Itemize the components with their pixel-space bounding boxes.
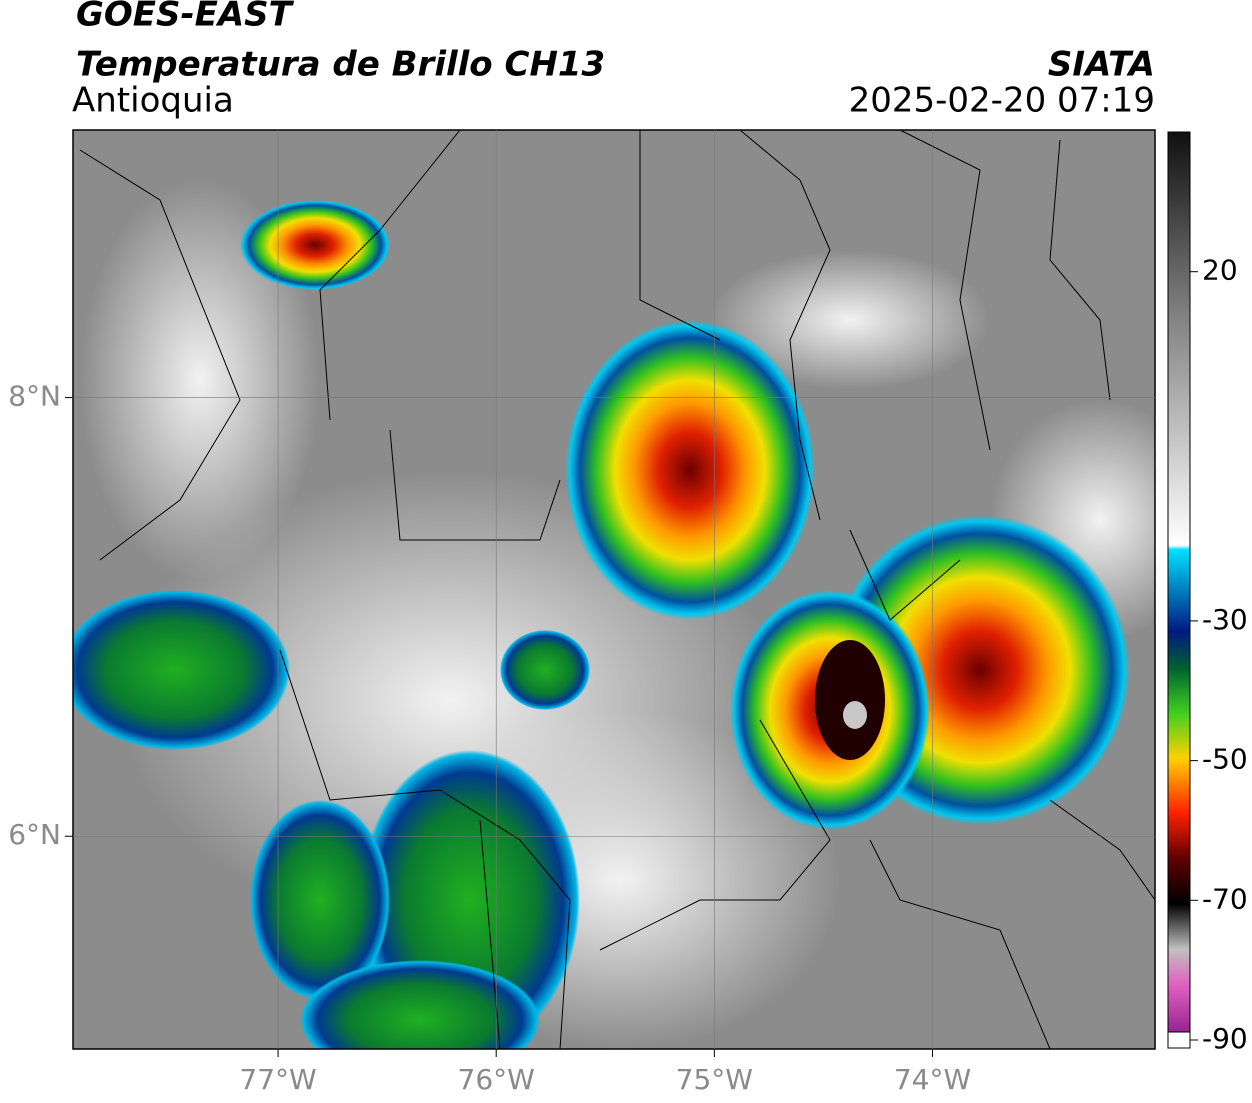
colorbar-tick-label: -50 bbox=[1202, 743, 1248, 776]
x-tick-label: 74°W bbox=[894, 1063, 971, 1096]
map-frame bbox=[72, 129, 1156, 1050]
colorbar-under bbox=[1167, 1031, 1191, 1049]
y-tick-label: 6°N bbox=[8, 818, 61, 851]
region: Antioquia bbox=[72, 81, 234, 121]
datetime: 2025-02-20 07:19 bbox=[849, 81, 1155, 121]
colorbar-tick-label: -30 bbox=[1202, 603, 1248, 636]
colorbar-tick-label: 20 bbox=[1202, 254, 1238, 287]
satellite-image bbox=[73, 130, 1155, 1049]
source: SIATA bbox=[1048, 45, 1155, 85]
x-tick-label: 77°W bbox=[239, 1063, 316, 1096]
colorbar-tick-label: -90 bbox=[1202, 1022, 1248, 1055]
colorbar bbox=[1167, 131, 1191, 1041]
x-tick-label: 76°W bbox=[458, 1063, 535, 1096]
colorbar-tick-label: -70 bbox=[1202, 882, 1248, 915]
x-tick-label: 75°W bbox=[676, 1063, 753, 1096]
y-tick-label: 8°N bbox=[8, 380, 61, 413]
title: GOES-EAST bbox=[76, 0, 295, 35]
subtitle: Temperatura de Brillo CH13 bbox=[76, 45, 605, 85]
